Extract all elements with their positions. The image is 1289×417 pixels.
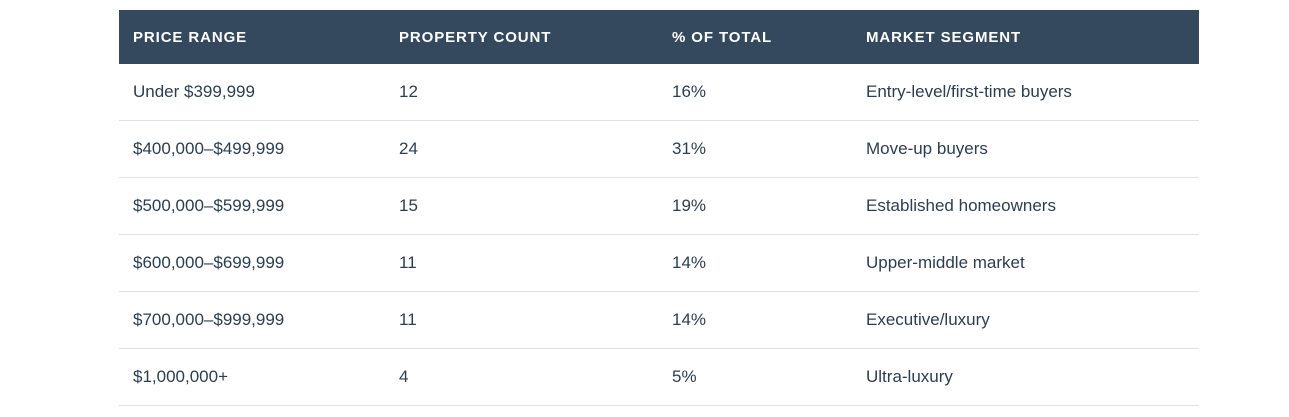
price-range-cell: $400,000–$499,999 [133, 139, 285, 158]
price-range-cell: $1,000,000+ [133, 367, 229, 386]
column-header-price-range: PRICE RANGE [133, 28, 248, 46]
price-range-cell: $500,000–$599,999 [133, 196, 285, 215]
property-count-cell: 15 [399, 196, 418, 215]
property-count-cell: 11 [399, 310, 417, 329]
price-range-cell: Under $399,999 [133, 82, 255, 101]
property-count-cell: 24 [399, 139, 418, 158]
market-segment-cell: Upper-middle market [866, 253, 1025, 272]
property-count-cell: 11 [399, 253, 417, 272]
market-segment-cell: Established homeowners [866, 196, 1056, 215]
pct-of-total-cell: 14% [672, 253, 707, 272]
table-row: $600,000–$699,999 11 14% Upper-middle ma… [119, 235, 1199, 292]
market-segment-cell: Ultra-luxury [866, 367, 953, 386]
pct-of-total-cell: 5% [672, 367, 697, 386]
pct-of-total-cell: 16% [672, 82, 707, 101]
property-count-cell: 4 [399, 367, 409, 386]
pct-of-total-cell: 19% [672, 196, 707, 215]
market-segment-cell: Entry-level/first-time buyers [866, 82, 1072, 101]
price-range-cell: $700,000–$999,999 [133, 310, 285, 329]
table-header-row: PRICE RANGE PROPERTY COUNT % OF TOTAL MA… [119, 10, 1199, 64]
price-range-table: PRICE RANGE PROPERTY COUNT % OF TOTAL MA… [119, 10, 1199, 406]
table-row: $400,000–$499,999 24 31% Move-up buyers [119, 121, 1199, 178]
market-segment-cell: Executive/luxury [866, 310, 990, 329]
property-count-cell: 12 [399, 82, 418, 101]
price-range-cell: $600,000–$699,999 [133, 253, 285, 272]
column-header-property-count: PROPERTY COUNT [399, 28, 552, 46]
column-header-pct-of-total: % OF TOTAL [672, 28, 773, 46]
table-row: $1,000,000+ 4 5% Ultra-luxury [119, 349, 1199, 406]
table-row: $500,000–$599,999 15 19% Established hom… [119, 178, 1199, 235]
pct-of-total-cell: 31% [672, 139, 707, 158]
table-row: Under $399,999 12 16% Entry-level/first-… [119, 64, 1199, 121]
column-header-market-segment: MARKET SEGMENT [866, 28, 1022, 46]
pct-of-total-cell: 14% [672, 310, 707, 329]
market-segment-cell: Move-up buyers [866, 139, 988, 158]
table-row: $700,000–$999,999 11 14% Executive/luxur… [119, 292, 1199, 349]
